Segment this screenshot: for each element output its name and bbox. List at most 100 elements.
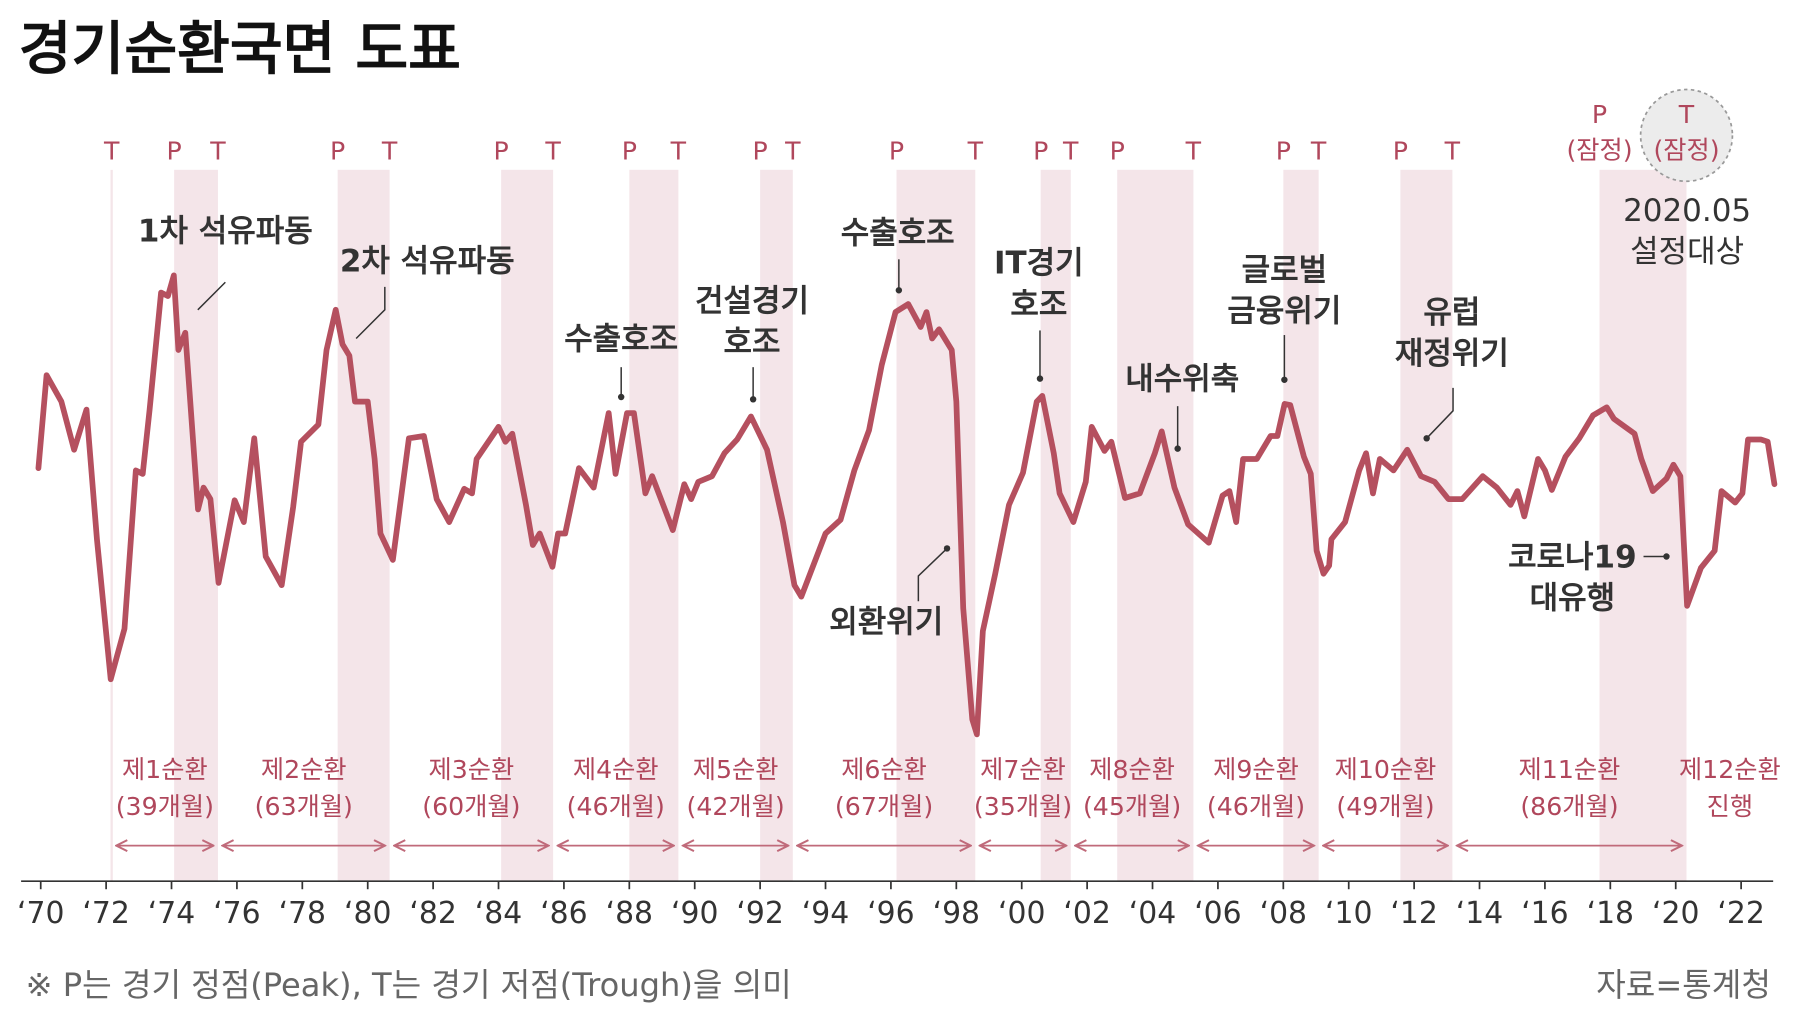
cycle-name: 제11순환 xyxy=(1519,755,1621,784)
x-tick-label: ‘82 xyxy=(409,896,456,931)
x-tick-label: ‘96 xyxy=(867,896,914,931)
cycle-detail: (45개월) xyxy=(1083,792,1181,821)
annotation: 금융위기 xyxy=(1227,294,1341,330)
turning-point-label: T xyxy=(1062,137,1079,166)
x-tick-label: ‘80 xyxy=(344,896,391,931)
annotation-dot xyxy=(1423,435,1430,442)
x-tick-label: ‘72 xyxy=(82,896,129,931)
x-tick-label: ‘74 xyxy=(148,896,195,931)
cycle-detail: 진행 xyxy=(1707,792,1753,821)
recession-band xyxy=(1400,169,1453,882)
recession-band xyxy=(1040,169,1071,882)
x-tick-label: ‘70 xyxy=(17,896,64,931)
turning-point-label: T xyxy=(381,137,398,166)
turning-point-label: P xyxy=(167,137,182,166)
cycle-detail: (49개월) xyxy=(1336,792,1434,821)
cycle-detail: (60개월) xyxy=(422,792,520,821)
annotation: IT경기 xyxy=(994,246,1084,282)
x-tick-label: ‘14 xyxy=(1456,896,1503,931)
turning-point-label: T xyxy=(967,137,984,166)
annotation-dot xyxy=(617,393,625,401)
turning-point-label: T xyxy=(670,137,687,166)
recession-band xyxy=(760,169,793,882)
annotation: 재정위기 xyxy=(1395,336,1509,372)
cycle-detail: (46개월) xyxy=(1207,792,1305,821)
cycle-name: 제6순환 xyxy=(841,755,927,784)
x-tick-label: ‘84 xyxy=(475,896,522,931)
x-tick-label: ‘16 xyxy=(1521,896,1568,931)
annotation-leader xyxy=(355,286,386,340)
annotation: 유럽 xyxy=(1423,295,1480,331)
turning-point-label: P xyxy=(622,137,637,166)
turning-point-label: T xyxy=(1444,137,1461,166)
annotation-dot xyxy=(895,287,903,294)
annotation: 건설경기 xyxy=(695,283,809,319)
annotation-dot xyxy=(1281,376,1288,383)
cycle-detail: (86개월) xyxy=(1520,792,1618,821)
x-tick-label: ‘92 xyxy=(736,896,783,931)
cycle-name: 제9순환 xyxy=(1213,755,1299,784)
turning-point-label: P xyxy=(1110,137,1125,166)
cycle-detail: (39개월) xyxy=(116,792,214,821)
annotation: 호조 xyxy=(1010,287,1067,323)
annotation: 호조 xyxy=(723,325,780,361)
turning-point-label: P xyxy=(330,137,345,166)
x-tick-label: ‘12 xyxy=(1390,896,1437,931)
turning-point-label: T xyxy=(784,137,801,166)
annotation: 코로나19 xyxy=(1508,539,1637,575)
cycle-name: 제5순환 xyxy=(693,755,779,784)
turning-point-label: P xyxy=(1276,137,1291,166)
provisional-circle xyxy=(1639,88,1734,183)
x-tick-label: ‘10 xyxy=(1325,896,1372,931)
annotation: 2차 석유파동 xyxy=(340,243,515,279)
turning-point-label: T xyxy=(1310,137,1327,166)
turning-point-label: T xyxy=(209,137,226,166)
turning-point-note: (잠정) xyxy=(1566,135,1632,164)
annotation: 설정대상 xyxy=(1630,234,1744,270)
x-tick-label: ‘94 xyxy=(802,896,849,931)
cycle-detail: (67개월) xyxy=(835,792,933,821)
turning-point-note: (잠정) xyxy=(1653,135,1719,164)
cycle-detail: (63개월) xyxy=(255,792,353,821)
annotation: 글로벌 xyxy=(1242,252,1327,288)
cycle-detail: (46개월) xyxy=(567,792,665,821)
annotation-dot xyxy=(749,396,757,403)
cycle-line xyxy=(35,272,1778,738)
x-tick-label: ‘02 xyxy=(1063,896,1110,931)
cycle-name: 제2순환 xyxy=(261,755,347,784)
x-tick-label: ‘18 xyxy=(1587,896,1634,931)
annotation: 수출호조 xyxy=(841,216,955,252)
annotation-leader xyxy=(197,281,226,311)
x-tick-label: ‘22 xyxy=(1717,896,1764,931)
turning-point-label: P xyxy=(889,137,904,166)
turning-point-label: P xyxy=(1033,137,1048,166)
turning-point-label: P xyxy=(1592,100,1607,129)
turning-point-label: T xyxy=(103,137,120,166)
turning-point-label: T xyxy=(1185,137,1202,166)
x-tick-label: ‘20 xyxy=(1652,896,1699,931)
recession-band xyxy=(1599,169,1687,882)
cycle-detail: (35개월) xyxy=(974,792,1072,821)
cycle-name: 제7순환 xyxy=(980,755,1066,784)
x-tick-label: ‘86 xyxy=(540,896,587,931)
x-tick-label: ‘04 xyxy=(1129,896,1176,931)
annotation: 대유행 xyxy=(1530,581,1615,617)
x-tick-label: ‘08 xyxy=(1260,896,1307,931)
annotation: 1차 석유파동 xyxy=(138,213,313,249)
x-tick-label: ‘00 xyxy=(998,896,1045,931)
cycle-name: 제8순환 xyxy=(1089,755,1175,784)
annotation-leader xyxy=(1426,387,1454,439)
annotation: 내수위축 xyxy=(1125,361,1239,397)
footnote: ※ P는 경기 정점(Peak), T는 경기 저점(Trough)을 의미 xyxy=(26,966,792,1004)
x-tick-label: ‘76 xyxy=(213,896,260,931)
turning-point-label: P xyxy=(1393,137,1408,166)
annotation-leader xyxy=(917,547,948,602)
cycle-name: 제10순환 xyxy=(1335,755,1437,784)
chart-title: 경기순환국면 도표 xyxy=(19,15,461,82)
annotation: 2020.05 xyxy=(1623,193,1751,229)
x-tick-label: ‘78 xyxy=(279,896,326,931)
annotation-dot xyxy=(943,545,951,552)
turning-point-label: T xyxy=(1678,100,1695,129)
